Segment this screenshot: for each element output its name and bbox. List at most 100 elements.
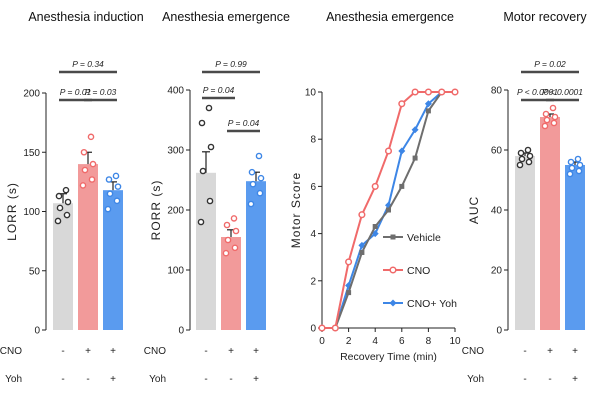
panel2-bar-2 [246,181,266,330]
panel2-y-tick-label: 200 [167,206,184,217]
panel1-point [54,217,62,225]
panel1-cno-sign: + [110,346,116,357]
panel3-point [399,183,405,189]
panel2-point [230,215,238,222]
panel2-y-label: RORR (s) [149,180,163,241]
panel2-point [198,119,206,127]
panel1-bar-0 [53,203,73,330]
panel3-legend-marker [389,299,397,307]
panel1-title: Anesthesia induction [28,10,143,24]
panel3-x-tick-label: 8 [426,336,432,347]
panel3-y-tick-label: 80 [491,86,503,97]
panel3-point [438,88,446,96]
panel3-point [526,152,534,160]
panel3-yoh-sign: - [548,374,551,385]
panel3-point [398,147,406,155]
panel1-cno-row-label: CNO [0,346,22,357]
panel1-point [56,204,64,212]
panel1-y-tick-label: 50 [29,266,41,277]
panel1-point [80,148,88,156]
panel2-point [249,180,257,188]
panel1-point [105,176,113,183]
panel3-y-tick-label: 4 [310,229,316,240]
panel2-bar-1 [221,237,241,330]
panel1-yoh-row-label: Yoh [5,374,22,385]
panel3-y-tick-label: 40 [491,206,503,217]
panel3-point [411,88,419,96]
panel3-y-tick-label: 60 [491,146,503,157]
panel3-x-tick-label: 10 [449,336,461,347]
panel1-yoh-sign: - [86,374,89,385]
panel2-cno-sign: - [204,346,207,357]
panel3-legend-label-2: CNO+ Yoh [407,298,457,310]
panel3-x-label: Recovery Time (min) [340,351,437,363]
panel2-point [247,200,255,208]
panel3-legend-label-0: Vehicle [407,232,441,244]
panel2-point [256,189,264,197]
panel3-y-tick-label: 0 [310,324,316,335]
panel3-point [550,119,558,127]
panel3-x-tick-label: 0 [319,336,325,347]
panel1-point [114,183,122,190]
panel3-point [346,290,352,296]
panel3-x-tick-label: 6 [399,336,405,347]
panel3-point [575,167,583,175]
panel2-point [207,143,215,151]
panel3-y-label: AUC [467,196,481,224]
panel3-y-tick-label: 0 [496,326,502,337]
panel3-y-label: Motor Score [289,172,303,248]
panel1-yoh-sign: + [110,374,116,385]
panel2-y-tick-label: 400 [167,86,184,97]
panel1-point [106,190,114,198]
panel1-y-label: LORR (s) [5,182,19,241]
panel2-y-tick-label: 0 [178,326,184,337]
panel2-point [232,227,240,235]
panel3-point [516,161,524,169]
panel1-y-tick-label: 0 [34,326,40,337]
panel3-point [568,164,576,172]
panel3-point [541,122,549,130]
panel3-y-tick-label: 10 [305,88,317,99]
panel1-point [113,197,121,205]
panel1-point [63,211,71,219]
panel2-yoh-sign: + [253,374,259,385]
panel3-legend-marker [390,234,396,240]
panel2-point [231,244,239,252]
panel2-point [224,236,232,244]
panel3-y-tick-label: 20 [491,266,503,277]
panel2-point [206,197,214,205]
panel1-y-tick-label: 150 [23,148,40,159]
panel3-legend-marker [389,266,397,274]
panel3-legend-label-1: CNO [407,265,430,277]
panel1-point [62,186,70,194]
panel3-yoh-sign: - [523,374,526,385]
panel3-point [386,207,391,213]
panel2-title: Anesthesia emergence [162,10,290,24]
panel3-point [318,324,326,332]
panel3-y-tick-label: 6 [310,182,316,193]
panel2-point [257,174,265,182]
panel3-point [524,146,532,154]
panel1-point [104,205,112,213]
panel3-point [574,155,582,163]
panel1-y-tick-label: 200 [23,89,40,100]
panel3-yoh-row-label: Yoh [467,374,484,385]
panel3-point [372,224,378,230]
panel3-point [358,211,366,219]
panel2-p-value-2: P = 0.04 [228,118,260,128]
panel3-cno-row-label: CNO [462,346,484,357]
panel3-point [424,88,432,96]
panel2-point [255,152,263,160]
panel2-y-tick-label: 300 [167,146,184,157]
panel3-p-value-2: P < 0.0001 [542,87,583,97]
panel2-yoh-row-label: Yoh [149,374,166,385]
panel2-p-value-1: P = 0.04 [203,85,235,95]
panel3-x-tick-label: 4 [372,336,378,347]
panel3-y-tick-label: 8 [310,135,316,146]
panel3-point [331,324,339,332]
panel2-cno-sign: + [228,346,234,357]
panel3-point [542,110,550,118]
panel2-yoh-sign: - [229,374,232,385]
panel3-point [551,113,559,121]
